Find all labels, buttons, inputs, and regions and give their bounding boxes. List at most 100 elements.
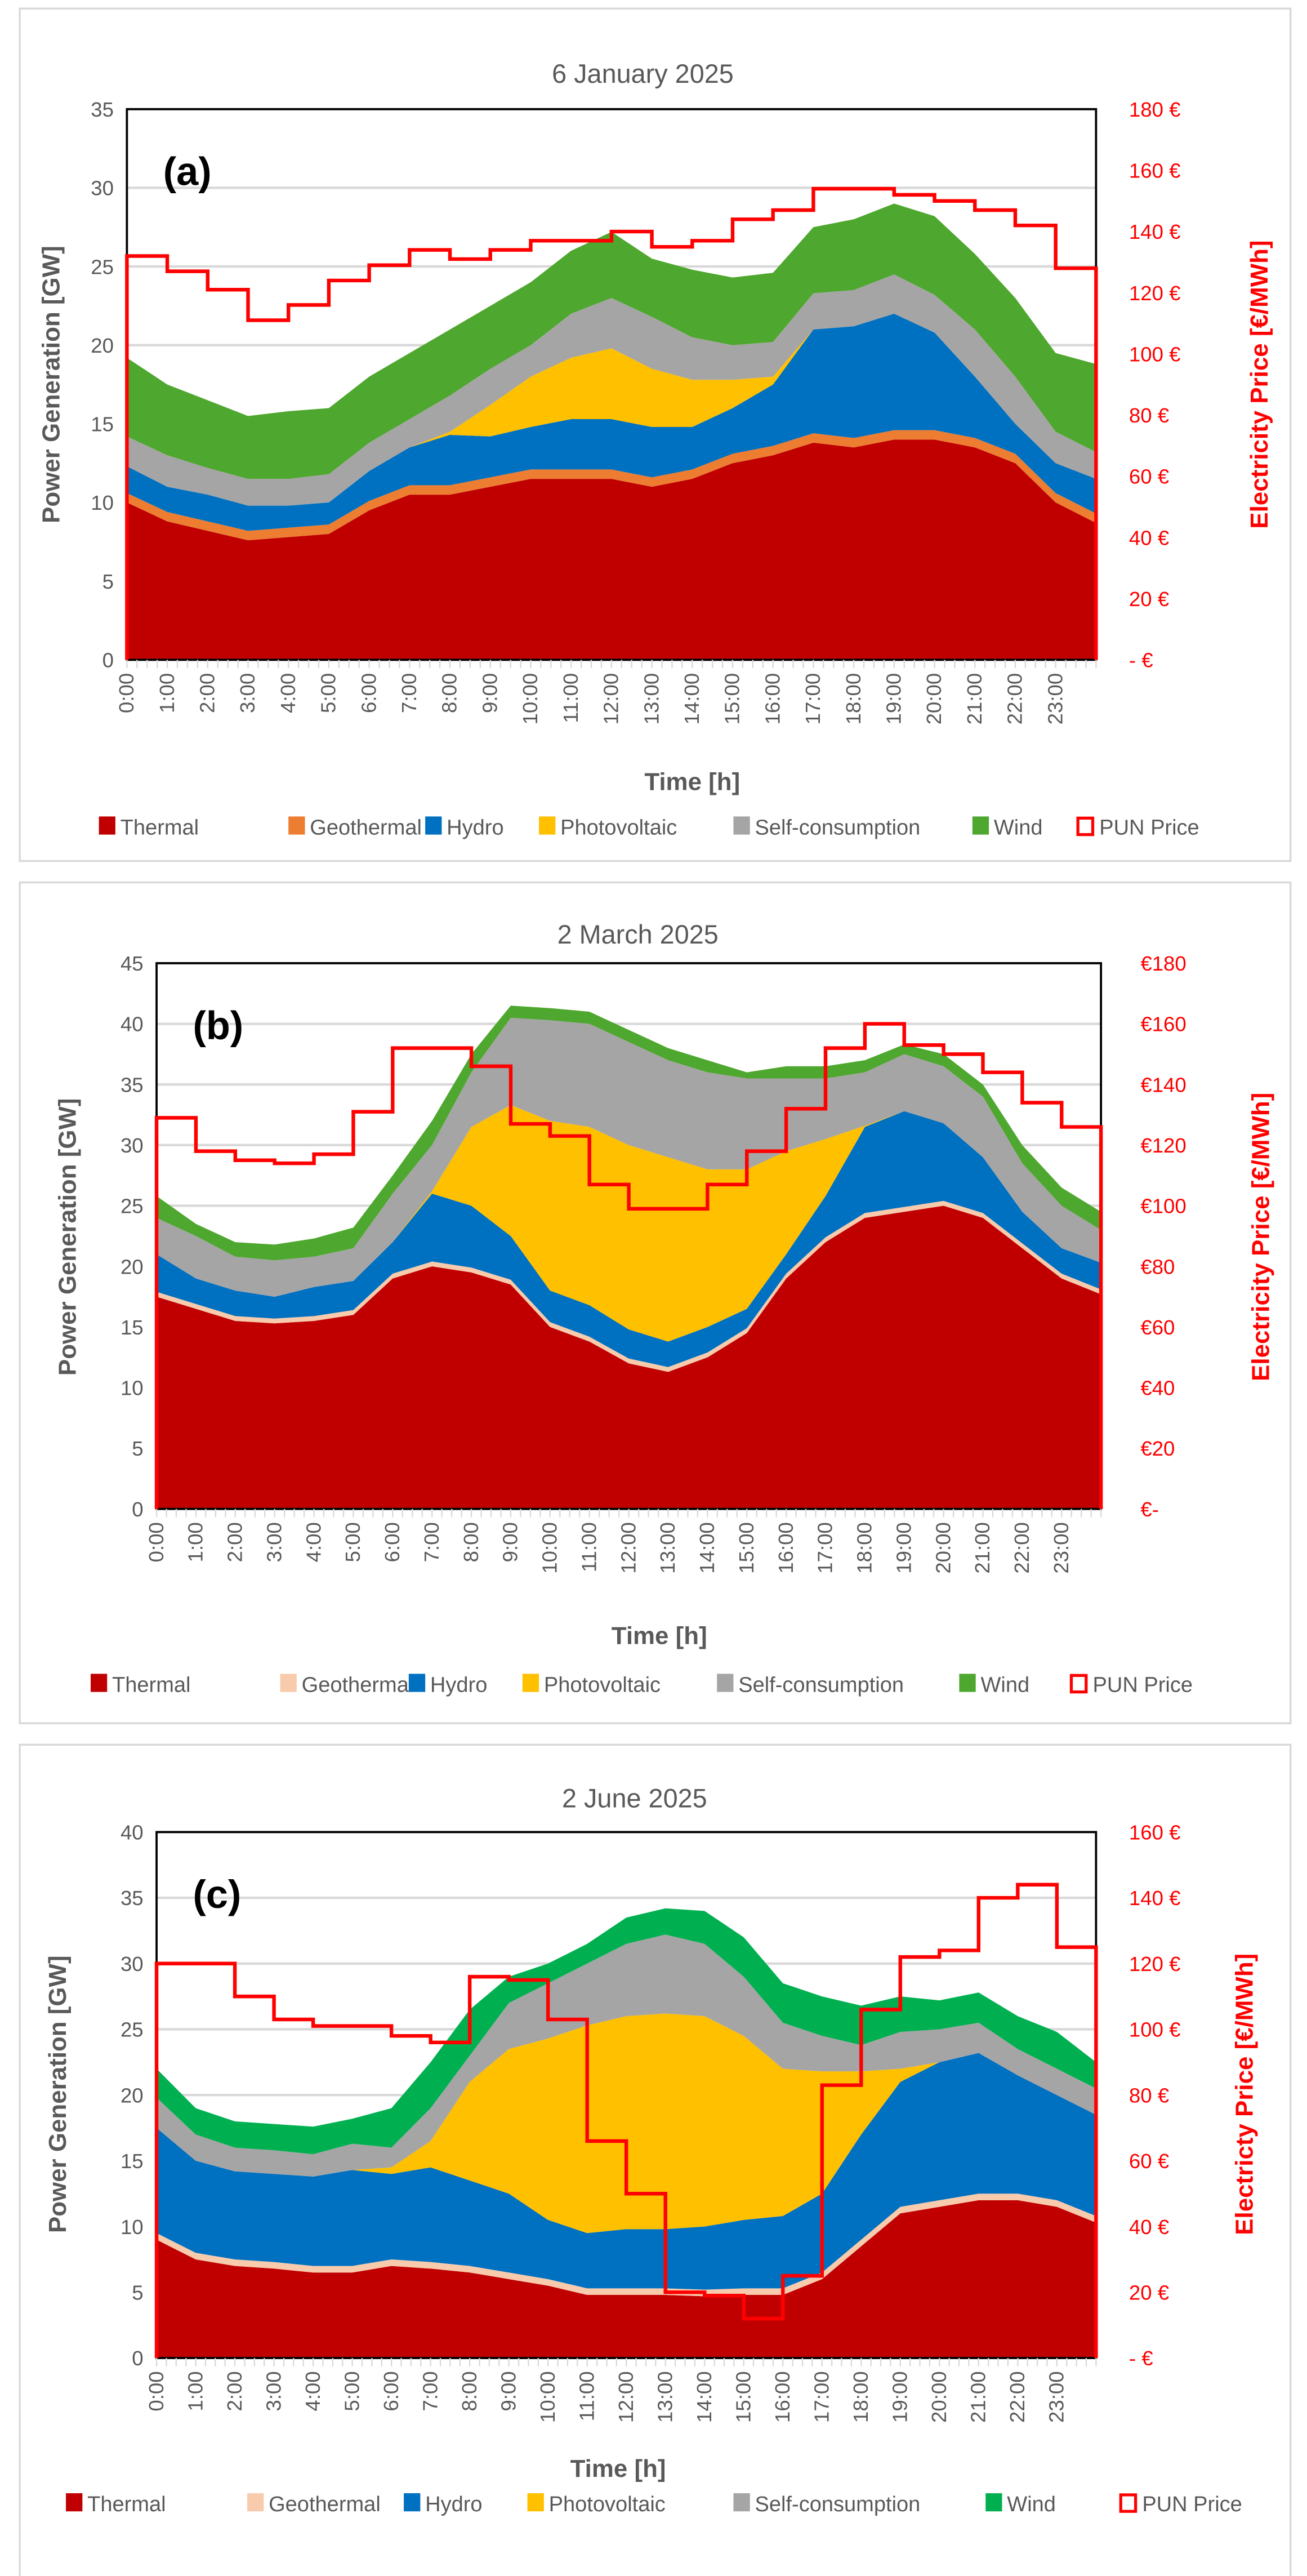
- price-line: [154, 1022, 1103, 1509]
- x-tick-label: 13:00: [653, 2371, 676, 2423]
- legend-item-hydro: Hydro: [425, 816, 504, 840]
- legend-label: Self-consumption: [755, 816, 921, 840]
- legend-swatch: [527, 2493, 544, 2512]
- y-tick-label: 20: [121, 1255, 144, 1278]
- y2-tick-label: 40 €: [1129, 526, 1169, 549]
- legend-label: Thermal: [121, 816, 199, 840]
- legend-item-wind: Wind: [985, 2493, 1056, 2516]
- y2-tick-label: 140 €: [1129, 220, 1181, 243]
- x-axis-title: Time [h]: [612, 1622, 707, 1650]
- x-tick-label: 16:00: [761, 673, 784, 725]
- y-tick-label: 5: [132, 1437, 143, 1460]
- y-tick-label: 30: [121, 1134, 144, 1157]
- x-tick-label: 14:00: [680, 673, 703, 725]
- y-tick-label: 5: [102, 570, 114, 593]
- legend-item-thermal: Thermal: [66, 2493, 166, 2516]
- x-tick-label: 20:00: [927, 2371, 951, 2423]
- x-tick-label: 19:00: [882, 673, 905, 725]
- legend-swatch: [404, 2493, 421, 2512]
- legend-label: PUN Price: [1099, 816, 1199, 840]
- legend-item-self-consumption: Self-consumption: [733, 2493, 920, 2516]
- y-tick-label: 10: [91, 491, 114, 514]
- y-tick-label: 10: [121, 2215, 144, 2239]
- legend-swatch: [733, 2493, 750, 2512]
- x-tick-label: 8:00: [460, 1522, 483, 1562]
- y-tick-label: 10: [121, 1377, 144, 1400]
- legend-item-photovoltaic: Photovoltaic: [527, 2493, 666, 2516]
- legend-swatch: [280, 1674, 297, 1692]
- x-tick-label: 4:00: [301, 2371, 324, 2411]
- legend-label: Hydro: [430, 1674, 487, 1697]
- y2-tick-label: 80 €: [1129, 404, 1169, 427]
- y2-tick-label: €60: [1140, 1316, 1175, 1339]
- legend-swatch: [539, 816, 556, 835]
- x-tick-label: 9:00: [478, 673, 501, 713]
- y-tick-label: 15: [121, 2150, 144, 2173]
- x-tick-label: 11:00: [575, 2371, 598, 2421]
- x-tick-label: 10:00: [538, 1522, 561, 1574]
- x-tick-label: 4:00: [302, 1522, 325, 1562]
- x-tick-label: 3:00: [262, 2371, 285, 2411]
- chart-panel-a: 6 January 2025 Time [h] Power Generation…: [19, 7, 1292, 862]
- x-tick-label: 12:00: [600, 673, 623, 725]
- legend-item-thermal: Thermal: [90, 1674, 191, 1697]
- y2-tick-label: €20: [1140, 1437, 1175, 1460]
- legend-swatch: [959, 1674, 976, 1692]
- legend-swatch: [408, 1674, 426, 1692]
- y2-tick-label: 20 €: [1129, 588, 1169, 611]
- legend-swatch: [90, 1674, 108, 1692]
- area-hydro: [157, 1111, 1101, 1367]
- area-photovoltaic: [157, 1105, 1101, 1342]
- x-tick-label: 17:00: [801, 673, 824, 725]
- y2-tick-label: €80: [1140, 1255, 1175, 1278]
- legend-label: Hydro: [447, 816, 503, 840]
- x-tick-label: 3:00: [236, 673, 259, 713]
- chart-panel-b: 2 March 2025 Time [h] Power Generation […: [19, 881, 1292, 1724]
- legend-item-photovoltaic: Photovoltaic: [539, 816, 677, 840]
- area-hydro: [127, 313, 1096, 531]
- y2-tick-label: €120: [1140, 1134, 1186, 1157]
- legend-swatch: [247, 2493, 264, 2512]
- area-thermal: [127, 439, 1096, 660]
- legend-item-hydro: Hydro: [408, 1674, 487, 1697]
- legend-label: Geothermal: [302, 1674, 414, 1697]
- y2-tick-label: - €: [1129, 649, 1153, 672]
- y2-tick-label: 180 €: [1129, 98, 1181, 121]
- legend-label: Photovoltaic: [560, 816, 677, 840]
- y2-tick-label: 40 €: [1129, 2215, 1169, 2239]
- x-tick-label: 21:00: [967, 2371, 990, 2423]
- x-axis-title: Time [h]: [644, 768, 740, 796]
- x-tick-label: 11:00: [577, 1522, 600, 1572]
- x-tick-label: 6:00: [380, 2371, 403, 2411]
- y2-tick-label: 60 €: [1129, 2150, 1169, 2173]
- area-self-consumption: [127, 274, 1096, 506]
- x-tick-label: 0:00: [115, 673, 138, 713]
- x-tick-label: 4:00: [276, 673, 300, 713]
- x-axis-title: Time [h]: [570, 2455, 666, 2482]
- x-tick-label: 17:00: [814, 1522, 837, 1574]
- legend-item-hydro: Hydro: [404, 2493, 483, 2516]
- legend-item-geothermal: Geothermal: [288, 816, 422, 840]
- legend-label: Thermal: [112, 1674, 190, 1697]
- chart-title: 2 June 2025: [562, 1783, 707, 1813]
- legend-item-wind: Wind: [972, 816, 1043, 840]
- y2-tick-label: €160: [1140, 1013, 1186, 1036]
- legend-swatch: [717, 1674, 734, 1692]
- x-tick-label: 14:00: [693, 2371, 716, 2423]
- x-tick-label: 7:00: [418, 2371, 441, 2411]
- panel-label: (a): [163, 149, 212, 193]
- area-hydro: [157, 2053, 1096, 2290]
- y-tick-label: 20: [121, 2084, 144, 2107]
- x-tick-label: 19:00: [889, 2371, 912, 2423]
- legend-label: Geothermal: [310, 816, 422, 840]
- y-tick-label: 35: [91, 98, 114, 121]
- legend-item-self-consumption: Self-consumption: [717, 1674, 904, 1697]
- legend-label: Wind: [1007, 2493, 1056, 2516]
- x-tick-label: 3:00: [262, 1522, 286, 1562]
- legend-swatch: [985, 2493, 1002, 2512]
- y2-tick-label: 120 €: [1129, 1952, 1181, 1976]
- y-axis-title: Power Generation [GW]: [44, 1955, 72, 2233]
- x-tick-label: 5:00: [317, 673, 340, 713]
- legend-swatch: [972, 816, 989, 835]
- x-tick-label: 22:00: [1003, 673, 1027, 725]
